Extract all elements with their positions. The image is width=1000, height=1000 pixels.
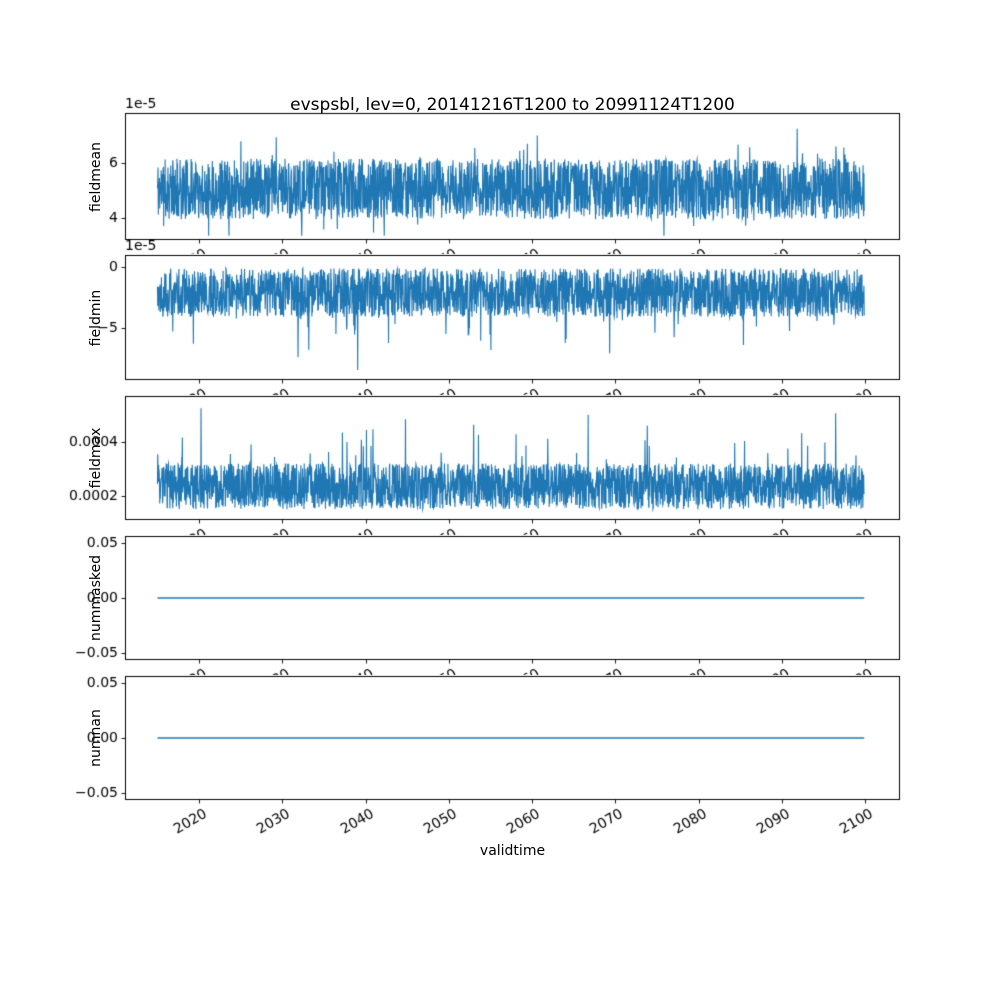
chart-title: evspsbl, lev=0, 20141216T1200 to 2099112… [290, 95, 735, 115]
y-axis-label-numnan: numnan [88, 709, 104, 767]
x-axis-label: validtime [479, 843, 546, 859]
